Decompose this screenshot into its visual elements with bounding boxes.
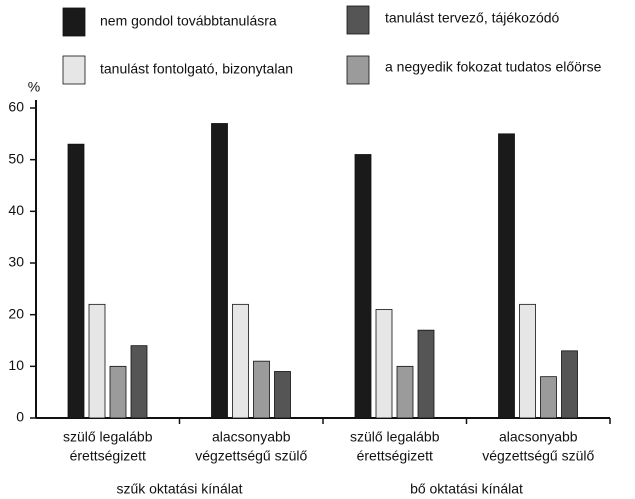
bar [498, 133, 515, 419]
bar [109, 365, 127, 419]
group-label: bő oktatási kínálat [410, 481, 523, 497]
x-tick-label: alacsonyabb [499, 429, 578, 445]
bar [375, 309, 393, 419]
x-tick-label: szülő legalább [350, 429, 440, 445]
bar [354, 154, 372, 419]
group-label: szűk oktatási kínálat [116, 481, 242, 497]
y-tick-label: 40 [8, 202, 24, 218]
y-tick-label: 10 [8, 357, 24, 373]
y-tick-label: 0 [16, 409, 24, 425]
y-tick-label: 20 [8, 305, 24, 321]
x-tick-label: végzettségű szülő [482, 448, 594, 464]
y-tick-label: 30 [8, 254, 24, 270]
bar [561, 350, 578, 419]
y-axis-label: % [28, 79, 40, 95]
x-tick-label: szülő legalább [63, 429, 153, 445]
bar [253, 360, 270, 419]
x-tick-label: alacsonyabb [212, 429, 291, 445]
bar [274, 371, 291, 419]
legend-label: tanulást tervező, tájékozódó [385, 10, 560, 26]
x-tick-label: érettségizett [70, 448, 146, 464]
bar [417, 329, 435, 419]
legend-swatch [346, 5, 370, 35]
bar [88, 303, 106, 419]
x-tick-label: érettségizett [357, 448, 433, 464]
legend-swatch [346, 55, 370, 85]
bar [67, 143, 85, 419]
x-tick-label: végzettségű szülő [195, 448, 307, 464]
y-tick-label: 60 [8, 99, 24, 115]
bar [211, 123, 228, 419]
bar [540, 376, 557, 419]
legend-label: a negyedik fokozat tudatos előörse [385, 59, 602, 75]
bar [519, 303, 536, 419]
legend-swatch [62, 7, 86, 37]
bar [232, 303, 249, 419]
bar [130, 345, 148, 419]
legend-label: nem gondol továbbtanulásra [100, 13, 277, 29]
legend-swatch [62, 55, 86, 85]
bar [396, 365, 414, 419]
legend-label: tanulást fontolgató, bizonytalan [100, 61, 293, 77]
y-tick-label: 50 [8, 150, 24, 166]
